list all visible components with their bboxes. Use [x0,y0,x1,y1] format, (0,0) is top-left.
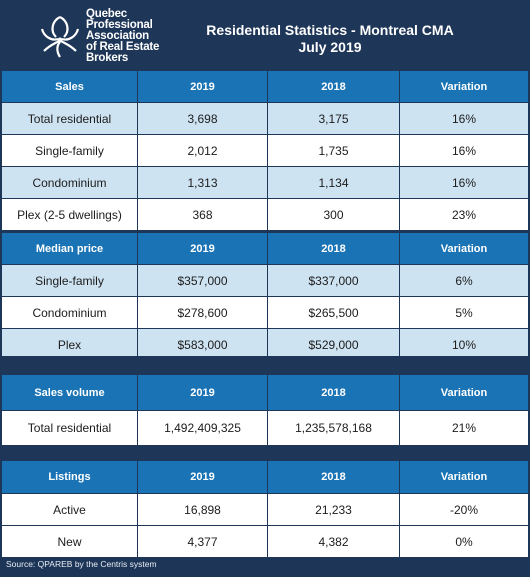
column-header: 2018 [267,232,400,265]
column-header: Variation [399,232,529,265]
sales-table: Sales 2019 2018 Variation Total resident… [1,70,529,231]
table-row: Active 16,898 21,233 -20% [1,493,529,526]
cell-2018: $337,000 [267,264,400,297]
row-label: Active [1,493,138,526]
table-row: Total residential 1,492,409,325 1,235,57… [1,410,529,446]
median-price-table: Median price 2019 2018 Variation Single-… [1,232,529,361]
cell-2019: 3,698 [137,102,268,135]
section-spacer [0,445,530,460]
table-row: Total residential 3,698 3,175 16% [1,102,529,135]
organization-name: Quebec Professional Association of Real … [86,8,160,64]
report-title-line2: July 2019 [298,39,362,55]
section-spacer [0,356,530,374]
cell-variation: 5% [399,296,529,329]
column-header: 2019 [137,232,268,265]
cell-2019: $278,600 [137,296,268,329]
column-header: Sales [1,70,138,103]
row-label: New [1,525,138,558]
header-bar: Quebec Professional Association of Real … [0,0,530,70]
table-row: New 4,377 4,382 0% [1,525,529,558]
row-label: Plex (2-5 dwellings) [1,198,138,231]
table-row: Condominium $278,600 $265,500 5% [1,296,529,329]
table-header-row: Sales 2019 2018 Variation [1,70,529,103]
column-header: Variation [399,70,529,103]
row-label: Total residential [1,102,138,135]
listings-table: Listings 2019 2018 Variation Active 16,8… [1,460,529,558]
cell-variation: 10% [399,328,529,361]
cell-2019: 4,377 [137,525,268,558]
cell-2018: 1,235,578,168 [267,410,400,446]
table-row: Single-family $357,000 $337,000 6% [1,264,529,297]
cell-variation: 23% [399,198,529,231]
column-header: 2018 [267,374,400,411]
cell-2019: 2,012 [137,134,268,167]
column-header: Listings [1,460,138,494]
column-header: 2019 [137,460,268,494]
table-row: Plex (2-5 dwellings) 368 300 23% [1,198,529,231]
row-label: Condominium [1,296,138,329]
org-line: Brokers [86,52,129,64]
cell-2019: 368 [137,198,268,231]
cell-variation: 16% [399,134,529,167]
cell-2019: 16,898 [137,493,268,526]
report-title: Residential Statistics - Montreal CMA Ju… [200,22,460,56]
source-note: Source: QPAREB by the Centris system [6,559,157,569]
row-label: Total residential [1,410,138,446]
table-header-row: Median price 2019 2018 Variation [1,232,529,265]
org-line: Professional [86,19,153,31]
cell-variation: 0% [399,525,529,558]
cell-variation: 16% [399,102,529,135]
column-header: 2018 [267,460,400,494]
column-header: Median price [1,232,138,265]
row-label: Single-family [1,264,138,297]
column-header: Variation [399,460,529,494]
cell-variation: 21% [399,410,529,446]
cell-2019: 1,313 [137,166,268,199]
association-logo-icon [40,16,80,58]
cell-variation: 16% [399,166,529,199]
column-header: 2019 [137,70,268,103]
cell-variation: 6% [399,264,529,297]
cell-2018: 300 [267,198,400,231]
row-label: Condominium [1,166,138,199]
cell-2018: 21,233 [267,493,400,526]
sales-volume-table: Sales volume 2019 2018 Variation Total r… [1,374,529,446]
org-line: Association [86,30,149,42]
cell-2018: 4,382 [267,525,400,558]
column-header: 2018 [267,70,400,103]
cell-2019: $357,000 [137,264,268,297]
cell-2019: 1,492,409,325 [137,410,268,446]
column-header: 2019 [137,374,268,411]
table-row: Condominium 1,313 1,134 16% [1,166,529,199]
row-label: Single-family [1,134,138,167]
cell-2018: $265,500 [267,296,400,329]
report-title-line1: Residential Statistics - Montreal CMA [206,22,454,38]
table-row: Single-family 2,012 1,735 16% [1,134,529,167]
column-header: Sales volume [1,374,138,411]
cell-variation: -20% [399,493,529,526]
org-line: Quebec [86,8,127,20]
cell-2018: 3,175 [267,102,400,135]
cell-2018: 1,735 [267,134,400,167]
cell-2018: 1,134 [267,166,400,199]
table-header-row: Listings 2019 2018 Variation [1,460,529,494]
column-header: Variation [399,374,529,411]
table-header-row: Sales volume 2019 2018 Variation [1,374,529,411]
org-line: of Real Estate [86,41,160,53]
